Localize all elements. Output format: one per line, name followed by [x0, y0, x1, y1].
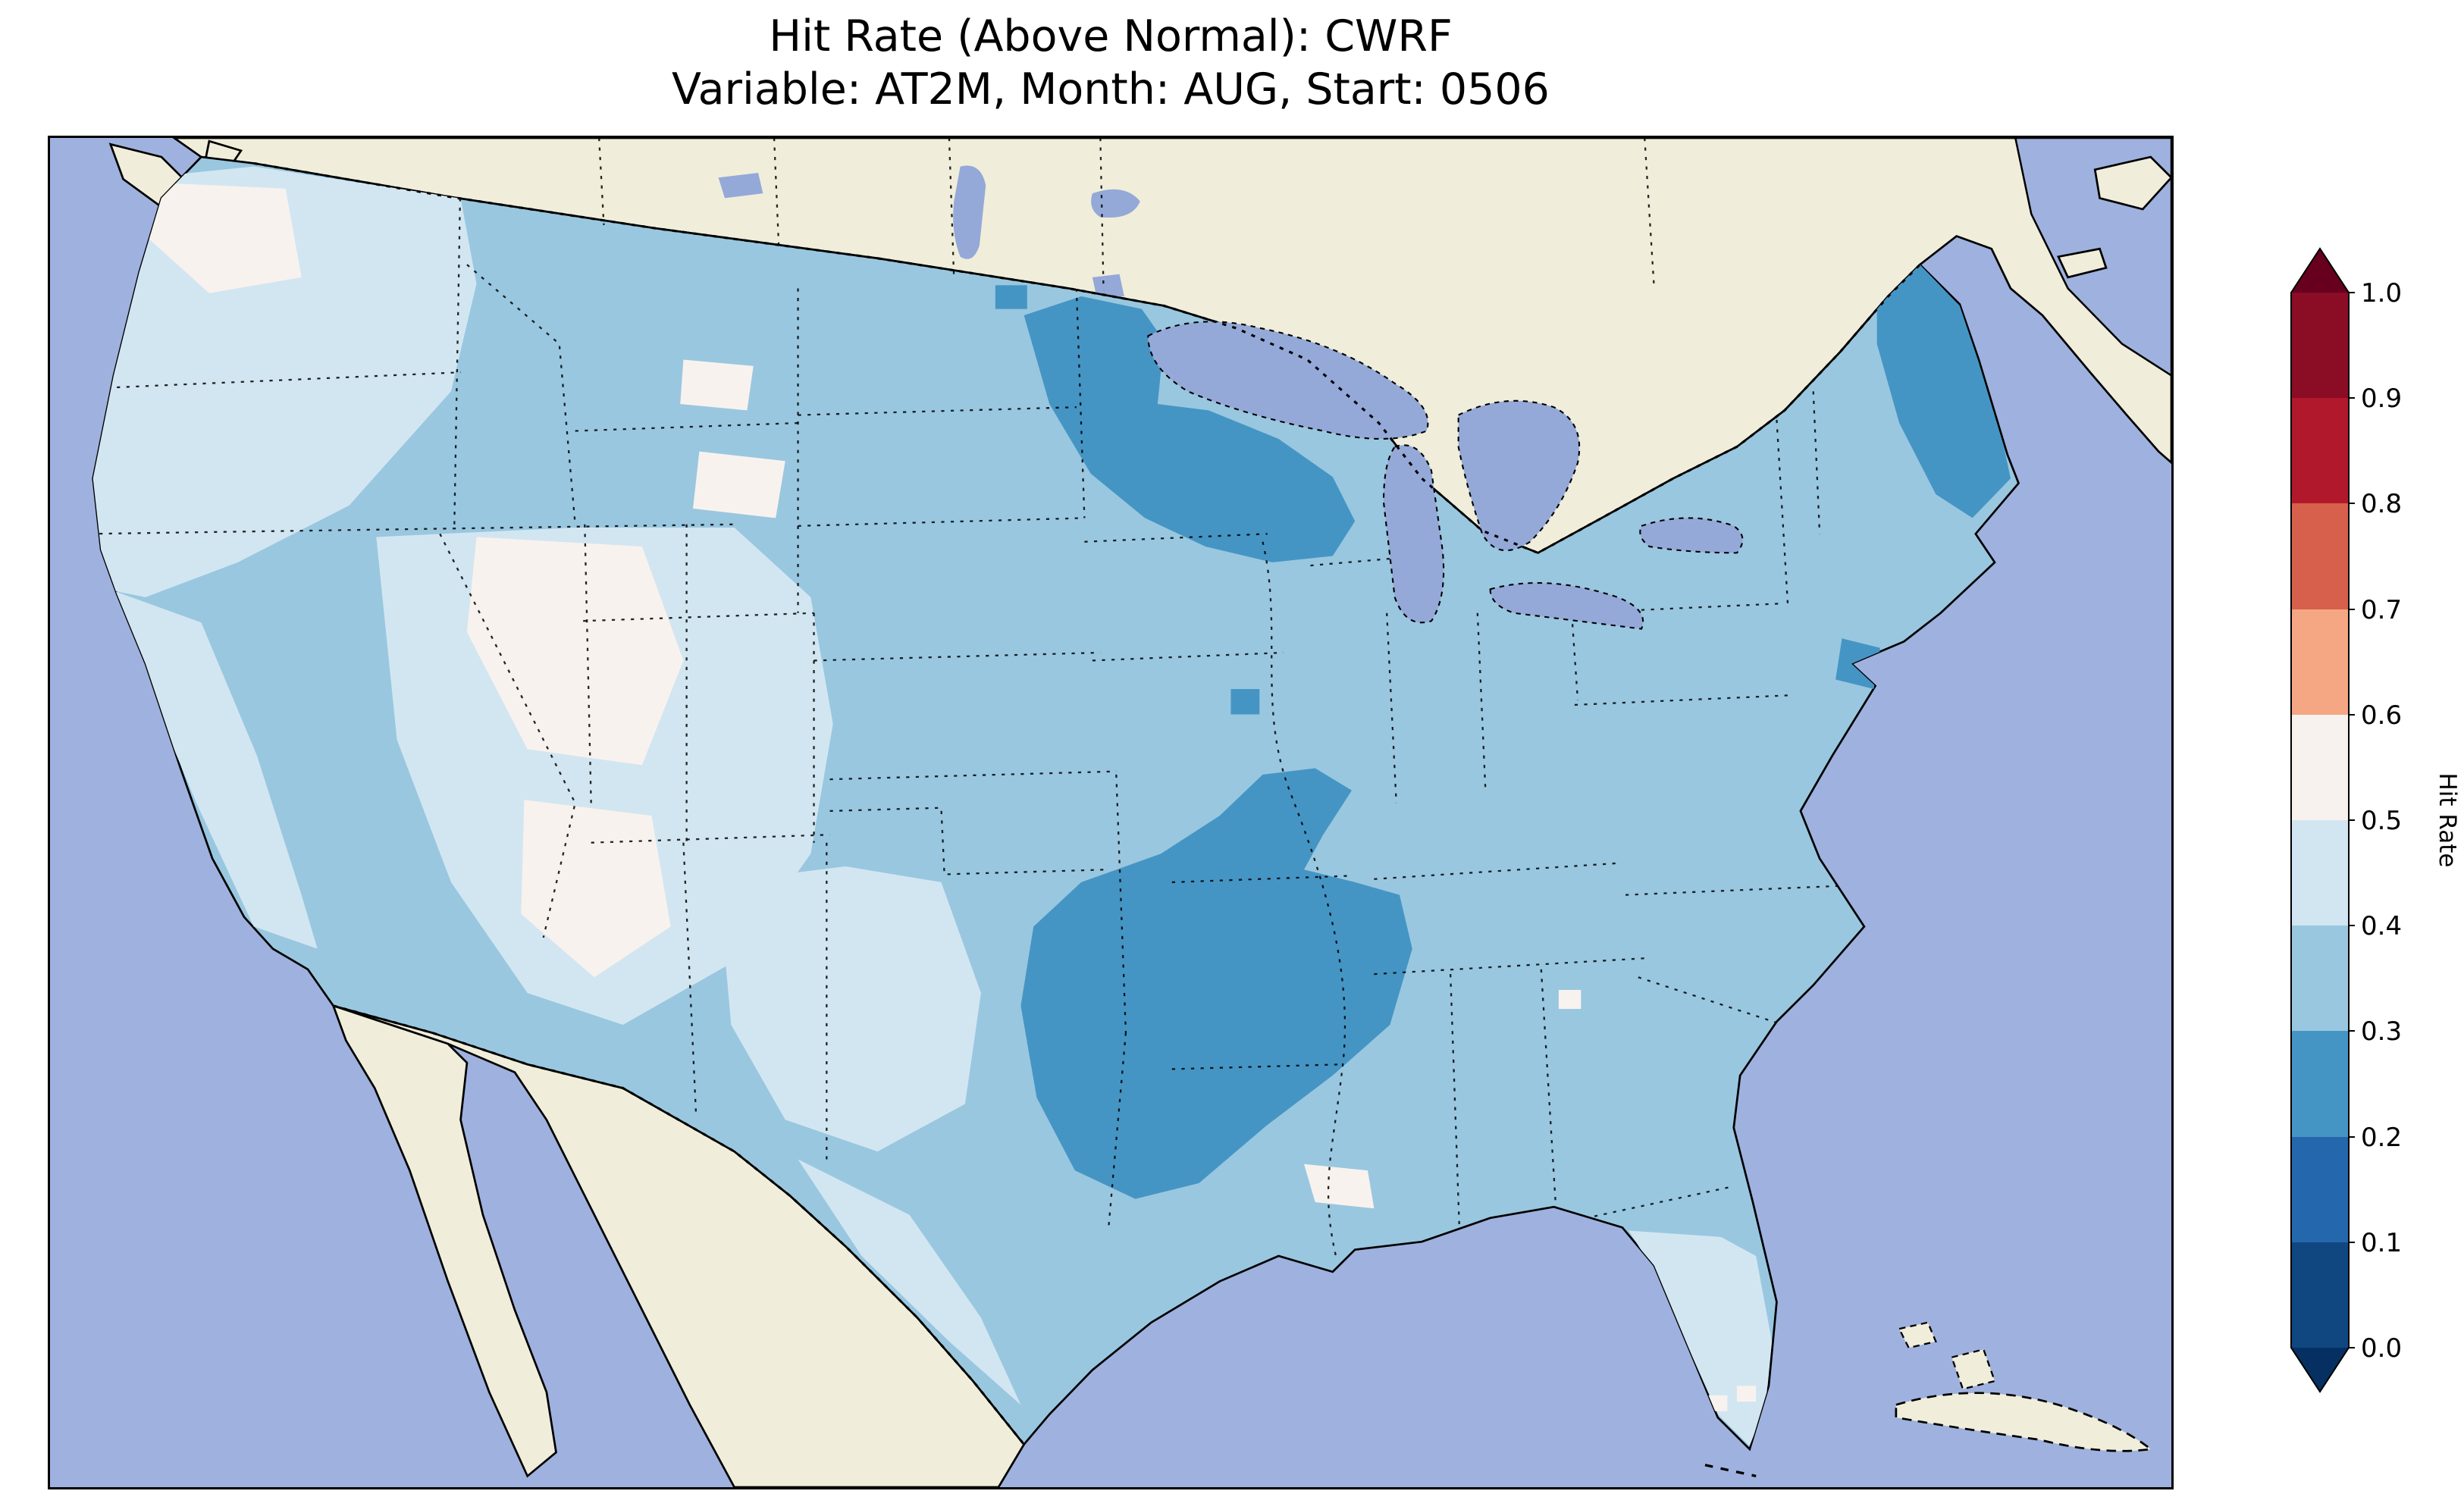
colorbar-tick-label: 1.0	[2361, 278, 2402, 309]
hit-rate-patches	[92, 166, 2011, 1446]
colorbar-band-0.0-0.1	[2291, 1242, 2349, 1348]
patch-west-washington	[142, 182, 302, 293]
colorbar-ticks	[2349, 292, 2355, 1348]
colorbar-band-0.9-1.0	[2291, 293, 2349, 399]
great-lakes	[1147, 321, 1744, 630]
colorbar-tick-label: 0.5	[2361, 806, 2402, 836]
patch-north-dakota-dot	[995, 285, 1027, 309]
colorbar-tick-label: 0.3	[2361, 1016, 2402, 1047]
colorbar-tick-label: 0.0	[2361, 1333, 2402, 1364]
colorbar-band-0.3-0.4	[2291, 926, 2349, 1032]
chart-title-line1: Hit Rate (Above Normal): CWRF	[769, 11, 1453, 61]
colorbar-band-0.5-0.6	[2291, 715, 2349, 821]
colorbar-band-0.8-0.9	[2291, 398, 2349, 504]
lake-erie	[1489, 582, 1644, 630]
patch-louisiana-coast-spot	[1304, 1164, 1375, 1209]
patch-south-texas	[798, 1159, 1021, 1405]
us-land-base-hit-rate	[92, 155, 2020, 1452]
patch-pacific-northwest	[92, 166, 477, 597]
lake-ontario	[1639, 517, 1744, 554]
colorbar-tick-label: 0.9	[2361, 384, 2402, 414]
prince-edward-island	[2057, 247, 2108, 279]
bahamas-island	[1898, 1321, 1937, 1349]
lake-michigan	[1382, 444, 1445, 624]
colorbar-tick-label: 0.7	[2361, 595, 2402, 625]
us-canada-border	[253, 161, 1921, 555]
patch-south-central	[1020, 768, 1412, 1199]
patch-dakota-spot	[680, 359, 754, 411]
colorbar-tick-label: 0.6	[2361, 700, 2402, 731]
patch-south-florida-dot	[1736, 1386, 1757, 1402]
caribbean-islands	[1704, 1321, 2154, 1478]
andros-island	[1950, 1348, 1996, 1390]
patch-upper-midwest	[1024, 296, 1356, 562]
colorbar-band-0.6-0.7	[2291, 609, 2349, 716]
baja-california	[331, 1004, 557, 1478]
chart-title: Hit Rate (Above Normal): CWRF Variable: …	[48, 11, 2174, 116]
colorbar-band-0.2-0.3	[2291, 1031, 2349, 1138]
patch-arizona	[521, 800, 671, 978]
colorbar-under-arrow	[2291, 1348, 2349, 1392]
colorbar-over-arrow	[2291, 249, 2349, 293]
colorbar-tick-label: 0.2	[2361, 1123, 2402, 1153]
map-axes	[48, 136, 2174, 1489]
patch-florida	[1629, 1230, 1773, 1446]
canada-lakes	[718, 165, 1140, 300]
patch-missouri-dot	[1230, 689, 1260, 715]
canada-province-borders	[598, 138, 1655, 290]
us-hit-rate-map	[50, 138, 2171, 1487]
patch-great-basin	[466, 537, 684, 766]
patch-carolina-dot	[1558, 989, 1582, 1010]
colorbar-band-0.4-0.5	[2291, 820, 2349, 926]
colorbar-axis-label: Hit Rate	[2434, 772, 2461, 867]
colorbar-tick-label: 0.1	[2361, 1228, 2402, 1258]
colorbar-band-0.1-0.2	[2291, 1137, 2349, 1243]
colorbar-band-0.7-0.8	[2291, 503, 2349, 610]
cuba-outline	[1895, 1392, 2154, 1452]
state-boundaries	[92, 169, 1852, 1257]
patch-new-mexico-west-texas	[718, 866, 981, 1152]
patch-maine	[1876, 265, 2011, 518]
patch-idaho-spot	[693, 451, 785, 518]
lake-huron	[1457, 399, 1581, 552]
colorbar-tick-label: 0.8	[2361, 489, 2402, 519]
patch-california-coast	[113, 590, 318, 949]
chart-title-line2: Variable: AT2M, Month: AUG, Start: 0506	[672, 64, 1550, 114]
newfoundland-island	[2093, 155, 2171, 211]
colorbar-tick-label: 0.4	[2361, 911, 2402, 941]
colorbar: 1.0 0.9 0.8 0.7 0.6 0.5 0.4 0.3 0.2 0.1 …	[2290, 247, 2461, 1393]
lake-superior	[1147, 321, 1429, 440]
